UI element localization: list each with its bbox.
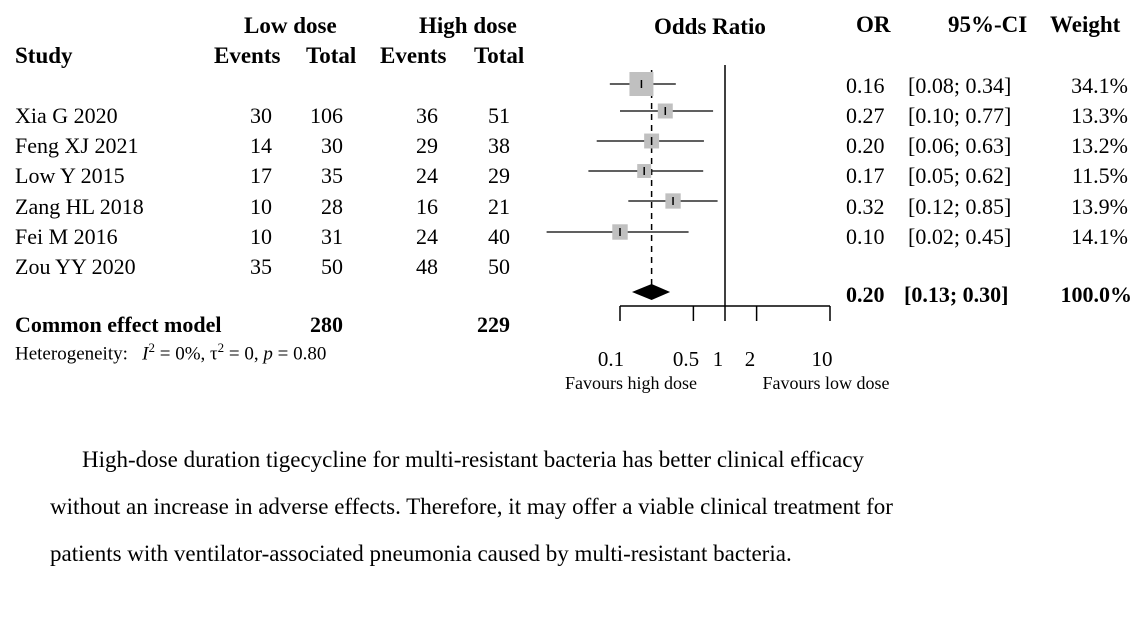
header-or: OR — [856, 12, 891, 37]
p-value: = 0.80 — [277, 343, 327, 365]
high-events: 16 — [416, 194, 438, 219]
high-events: 24 — [416, 224, 438, 249]
or-value: 0.27 — [846, 103, 885, 128]
or-value: 0.17 — [846, 163, 885, 188]
x-tick-label: 0.5 — [673, 347, 699, 371]
ci-value: [0.02; 0.45] — [908, 224, 1012, 249]
pooled-diamond — [631, 284, 671, 300]
pooled-ci-value: [0.13; 0.30] — [904, 282, 1009, 307]
header-high-total: Total — [474, 43, 525, 68]
high-total: 40 — [488, 224, 510, 249]
p-symbol: p — [263, 343, 273, 365]
i2-symbol: I — [142, 343, 149, 365]
header-low-dose: Low dose — [244, 13, 337, 38]
high-total: 21 — [488, 194, 510, 219]
or-value: 0.20 — [846, 133, 885, 158]
low-events: 10 — [250, 224, 272, 249]
low-total: 28 — [321, 194, 343, 219]
header-high-events: Events — [380, 43, 447, 68]
x-tick-label: 2 — [745, 347, 756, 371]
tau2-superscript: 2 — [217, 340, 225, 355]
low-events: 35 — [250, 254, 272, 279]
low-total: 30 — [321, 133, 343, 158]
study-name: Zang HL 2018 — [15, 194, 144, 219]
header-low-events: Events — [214, 43, 281, 68]
study-name: Low Y 2015 — [15, 163, 125, 188]
high-total: 29 — [488, 163, 510, 188]
weight-value: 11.5% — [1071, 163, 1128, 188]
pooled-name: Common effect model — [15, 312, 222, 337]
weight-value: 13.3% — [1071, 103, 1128, 128]
conclusion-line: without an increase in adverse effects. … — [50, 494, 893, 519]
or-value: 0.32 — [846, 194, 885, 219]
high-total: 38 — [488, 133, 510, 158]
study-name: Xia G 2020 — [15, 103, 118, 128]
pooled-low-total: 280 — [310, 312, 343, 337]
favours-high-dose-label: Favours high dose — [565, 373, 697, 393]
low-events: 14 — [250, 133, 272, 158]
pooled-high-total: 229 — [477, 312, 510, 337]
low-events: 30 — [250, 103, 272, 128]
ci-value: [0.06; 0.63] — [908, 133, 1012, 158]
conclusion-paragraph: High-dose duration tigecycline for multi… — [50, 436, 1046, 577]
favours-low-dose-label: Favours low dose — [763, 373, 890, 393]
i2-superscript: 2 — [148, 340, 155, 355]
high-events: 36 — [416, 103, 438, 128]
weight-value: 13.9% — [1071, 194, 1128, 219]
low-total: 35 — [321, 163, 343, 188]
or-value: 0.10 — [846, 224, 885, 249]
study-name: Fei M 2016 — [15, 224, 118, 249]
ci-value: [0.08; 0.34] — [908, 73, 1012, 98]
x-tick-label: 1 — [713, 347, 724, 371]
or-value: 0.16 — [846, 73, 885, 98]
low-total: 50 — [321, 254, 343, 279]
plot-title: Odds Ratio — [654, 14, 766, 39]
weight-value: 34.1% — [1071, 73, 1128, 98]
high-events: 48 — [416, 254, 438, 279]
x-tick-label: 10 — [812, 347, 833, 371]
forest-plot: 0.1 0.5 1 2 10 Favours high dose Favours low d… — [546, 65, 890, 393]
header-study: Study — [15, 43, 73, 68]
study-name: Feng XJ 2021 — [15, 133, 139, 158]
x-tick-label: 0.1 — [598, 347, 624, 371]
conclusion-line: High-dose duration tigecycline for multi… — [82, 447, 864, 472]
header-low-total: Total — [306, 43, 357, 68]
tau2-symbol: τ — [210, 343, 218, 365]
high-total: 50 — [488, 254, 510, 279]
high-events: 24 — [416, 163, 438, 188]
pooled-weight-value: 100.0% — [1060, 282, 1133, 307]
ci-value: [0.05; 0.62] — [908, 163, 1012, 188]
high-total: 51 — [488, 103, 510, 128]
conclusion-line: patients with ventilator-associated pneu… — [50, 541, 792, 566]
low-events: 17 — [250, 163, 272, 188]
heterogeneity-text: Heterogeneity: I2 = 0%, τ2 = 0, p = 0.80 — [15, 340, 327, 365]
header-ci: 95%-CI — [948, 12, 1028, 37]
study-name: Zou YY 2020 — [15, 254, 136, 279]
i2-value: = 0% — [159, 343, 201, 365]
low-total: 106 — [310, 103, 343, 128]
ci-value: [0.12; 0.85] — [908, 194, 1012, 219]
high-events: 29 — [416, 133, 438, 158]
header-weight: Weight — [1050, 12, 1121, 37]
weight-value: 13.2% — [1071, 133, 1128, 158]
pooled-or-value: 0.20 — [846, 282, 885, 307]
low-events: 10 — [250, 194, 272, 219]
heterogeneity-label: Heterogeneity: — [15, 343, 128, 365]
low-total: 31 — [321, 224, 343, 249]
tau2-value: = 0 — [228, 343, 254, 365]
header-high-dose: High dose — [419, 13, 517, 38]
ci-value: [0.10; 0.77] — [908, 103, 1012, 128]
weight-value: 14.1% — [1071, 224, 1128, 249]
